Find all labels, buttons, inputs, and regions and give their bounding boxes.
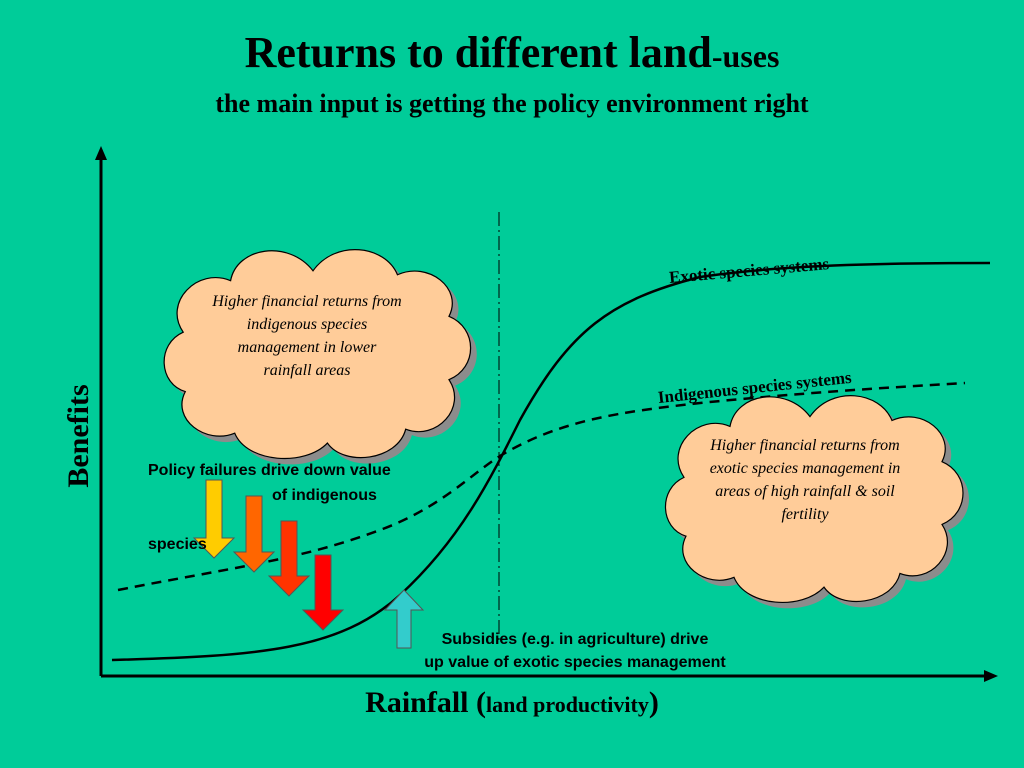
policy-note-line1: Policy failures drive down value xyxy=(148,462,391,479)
title-main: Returns to different land xyxy=(244,28,712,77)
slide-subtitle: the main input is getting the policy env… xyxy=(215,89,809,118)
y-axis-arrowhead xyxy=(95,146,107,160)
policy-note-line2: of indigenous xyxy=(272,487,377,504)
x-axis-label-detail: land productivity xyxy=(486,692,649,717)
y-axis-label: Benefits xyxy=(62,384,95,488)
policy-note-line3: species xyxy=(148,536,207,553)
down-arrow-red xyxy=(301,554,345,631)
x-axis-label-close: ) xyxy=(648,686,659,719)
x-axis-label: Rainfall (land productivity) xyxy=(0,686,1024,720)
subsidy-note-line2: up value of exotic species management xyxy=(424,654,726,671)
cloud-left-text: Higher financial returns from indigenous… xyxy=(212,293,402,379)
down-arrow-yellow xyxy=(192,479,236,559)
cloud-right-text: Higher financial returns from exotic spe… xyxy=(709,437,901,523)
down-arrow-orange xyxy=(232,495,276,573)
x-axis-label-main: Rainfall ( xyxy=(365,686,487,719)
up-arrow-subsidy xyxy=(383,589,425,649)
policy-failures-note: Policy failures drive down value of indi… xyxy=(148,458,458,557)
subsidy-note-line1: Subsidies (e.g. in agriculture) drive xyxy=(441,631,709,648)
title-suffix: -uses xyxy=(711,38,780,74)
subsidies-note: Subsidies (e.g. in agriculture) drive up… xyxy=(380,628,770,674)
x-axis-arrowhead xyxy=(984,670,998,682)
slide-title: Returns to different land-uses xyxy=(0,26,1024,83)
down-arrow-red-orange xyxy=(267,520,311,597)
exotic-species-curve xyxy=(111,261,991,662)
